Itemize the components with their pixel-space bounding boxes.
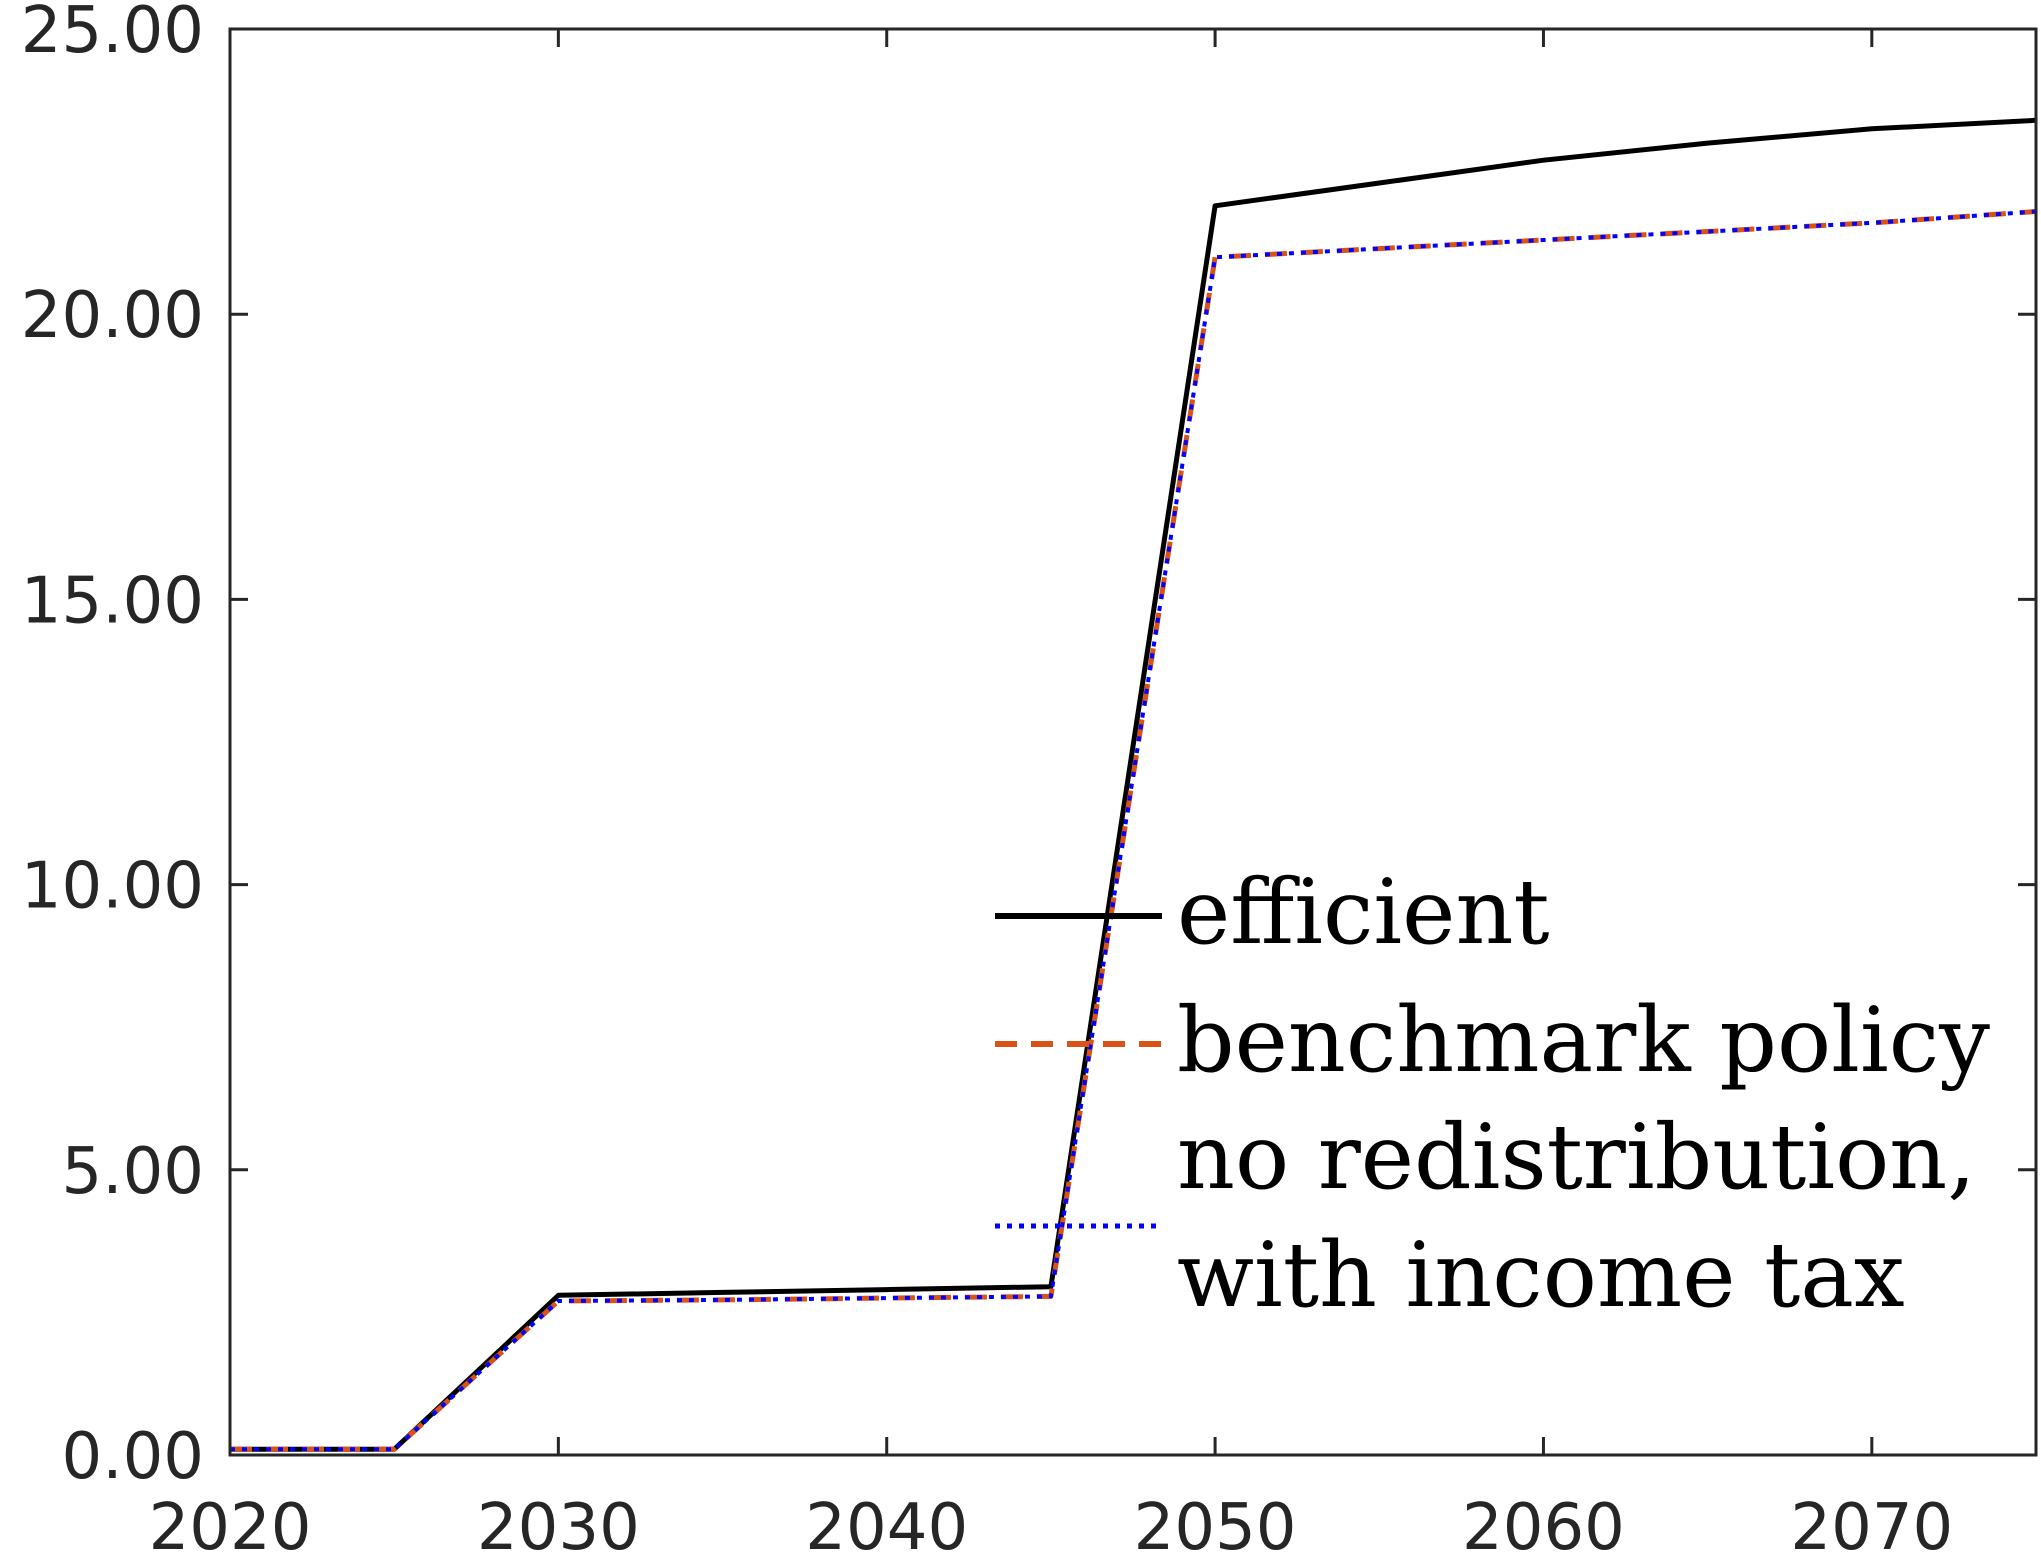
- plot-frame: [228, 27, 2038, 1457]
- x-tick-label: 2060: [1462, 1491, 1625, 1554]
- x-tick-label: 2030: [477, 1491, 640, 1554]
- legend-label: benchmark policy: [1177, 988, 1990, 1093]
- x-tick-label: 2050: [1134, 1491, 1297, 1554]
- legend-label: efficient: [1177, 860, 1550, 965]
- x-tick-label: 2040: [805, 1491, 968, 1554]
- y-tick-label: 25.00: [21, 0, 204, 68]
- y-axis-tick-labels: 0.00 5.00 10.00 15.00 20.00 25.00: [21, 0, 204, 1494]
- y-tick-label: 0.00: [62, 1420, 205, 1494]
- x-axis-tick-labels: 2020 2030 2040 2050 2060 2070: [149, 1491, 1954, 1554]
- series-line-3: [230, 209, 2037, 1452]
- axis-ticks: [228, 27, 2036, 1457]
- x-tick-label: 2070: [1790, 1491, 1953, 1554]
- legend: efficient benchmark policy no redistributi…: [995, 860, 1990, 1328]
- y-tick-label: 15.00: [21, 564, 204, 638]
- y-tick-label: 5.00: [62, 1135, 205, 1209]
- legend-label: no redistribution,: [1177, 1105, 1976, 1210]
- series-line-1: [230, 117, 2037, 1452]
- x-tick-label: 2020: [149, 1491, 312, 1554]
- y-tick-label: 20.00: [21, 279, 204, 353]
- y-tick-label: 10.00: [21, 850, 204, 924]
- chart-series: [230, 117, 2037, 1452]
- legend-label: with income tax: [1177, 1223, 1905, 1328]
